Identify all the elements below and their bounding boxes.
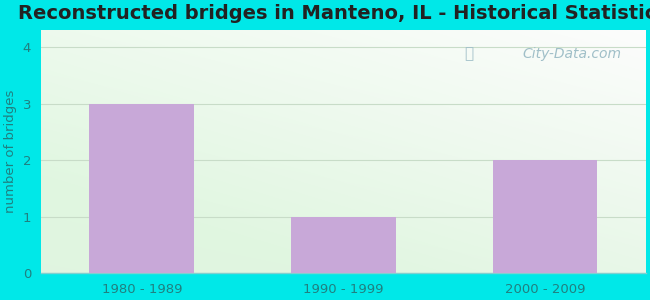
Title: Reconstructed bridges in Manteno, IL - Historical Statistics: Reconstructed bridges in Manteno, IL - H… — [18, 4, 650, 23]
Text: City-Data.com: City-Data.com — [523, 47, 621, 61]
Text: ⓘ: ⓘ — [464, 46, 473, 61]
Bar — [291, 217, 396, 273]
Y-axis label: number of bridges: number of bridges — [4, 90, 17, 213]
Bar — [493, 160, 597, 273]
Bar — [89, 104, 194, 273]
